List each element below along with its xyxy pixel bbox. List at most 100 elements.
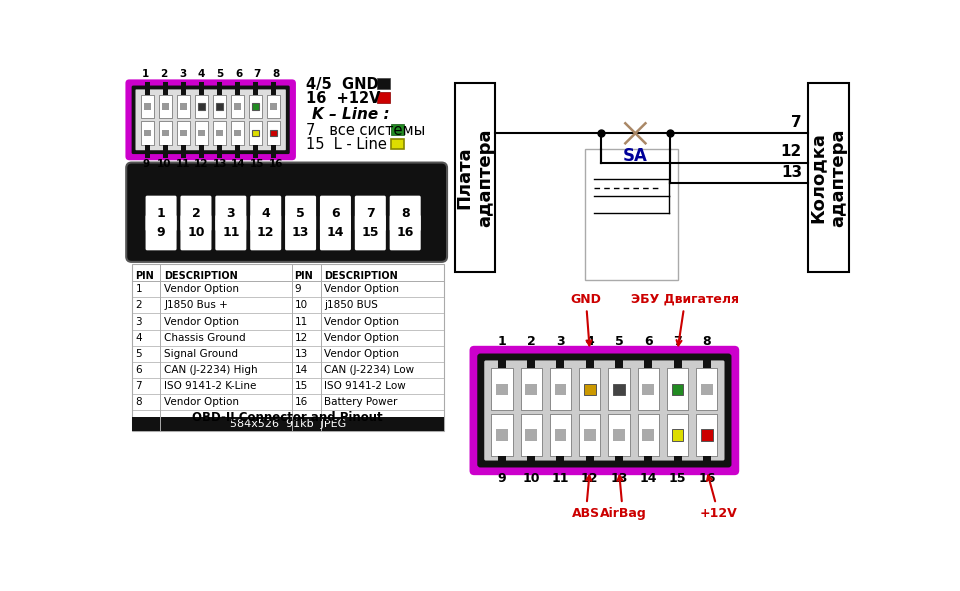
Text: 9: 9 — [295, 284, 301, 294]
Text: 2: 2 — [527, 335, 536, 348]
Text: 16  +12V: 16 +12V — [306, 91, 380, 106]
Bar — [525, 429, 537, 440]
FancyBboxPatch shape — [180, 215, 211, 251]
Text: 8: 8 — [272, 69, 279, 79]
Text: 10: 10 — [187, 226, 204, 239]
Text: 13: 13 — [780, 165, 802, 180]
Bar — [496, 429, 508, 440]
Bar — [667, 414, 688, 456]
Bar — [252, 103, 259, 110]
FancyBboxPatch shape — [285, 196, 316, 231]
Bar — [234, 129, 241, 137]
Bar — [231, 95, 244, 118]
Bar — [162, 129, 169, 137]
Bar — [672, 384, 684, 395]
Bar — [235, 145, 240, 158]
Bar — [181, 82, 186, 95]
Text: 8: 8 — [401, 207, 410, 220]
Text: DESCRIPTION: DESCRIPTION — [324, 271, 397, 281]
Bar — [253, 82, 258, 95]
Bar — [217, 145, 222, 158]
FancyBboxPatch shape — [251, 215, 281, 251]
Text: 6: 6 — [331, 207, 340, 220]
Bar — [377, 92, 390, 103]
Text: 16: 16 — [396, 226, 414, 239]
FancyBboxPatch shape — [320, 196, 351, 231]
FancyBboxPatch shape — [390, 196, 420, 231]
Bar — [144, 129, 151, 137]
Bar — [162, 103, 169, 110]
Text: Vendor Option: Vendor Option — [164, 317, 239, 327]
Bar — [525, 384, 537, 395]
Bar — [198, 129, 205, 137]
Bar — [250, 95, 262, 118]
Bar — [195, 121, 208, 145]
FancyBboxPatch shape — [251, 196, 281, 231]
Text: DESCRIPTION: DESCRIPTION — [164, 271, 238, 281]
Text: 5: 5 — [614, 335, 623, 348]
Bar — [584, 429, 595, 440]
Text: Battery Power: Battery Power — [324, 397, 397, 407]
FancyBboxPatch shape — [146, 215, 177, 251]
Text: 8: 8 — [703, 335, 711, 348]
Bar — [145, 145, 150, 158]
Bar — [198, 103, 205, 110]
Text: 15: 15 — [362, 226, 379, 239]
Bar — [271, 103, 277, 110]
FancyBboxPatch shape — [355, 215, 386, 251]
Text: PIN: PIN — [135, 271, 155, 281]
Text: 16: 16 — [698, 472, 715, 485]
Bar — [271, 129, 277, 137]
Text: 3: 3 — [180, 69, 186, 79]
FancyBboxPatch shape — [135, 89, 286, 150]
Text: ABS: ABS — [572, 476, 600, 519]
Bar — [181, 145, 186, 158]
Text: Vendor Option: Vendor Option — [324, 333, 398, 343]
Text: 7: 7 — [791, 115, 802, 130]
Text: 12: 12 — [581, 472, 598, 485]
Bar — [272, 82, 276, 95]
Text: K – Line :: K – Line : — [312, 108, 390, 122]
Bar — [392, 139, 403, 150]
Text: 4: 4 — [135, 333, 142, 343]
Bar — [674, 456, 682, 465]
Text: 11: 11 — [176, 160, 190, 170]
Text: 14: 14 — [231, 160, 246, 170]
Bar — [163, 82, 168, 95]
Text: 15: 15 — [669, 472, 686, 485]
Text: ЭБУ Двигателя: ЭБУ Двигателя — [632, 293, 739, 345]
Text: 4/5  GND: 4/5 GND — [306, 76, 378, 92]
Bar — [557, 456, 564, 465]
FancyBboxPatch shape — [477, 353, 732, 467]
Text: Vendor Option: Vendor Option — [324, 317, 398, 327]
Text: 9: 9 — [497, 472, 506, 485]
Text: 9: 9 — [156, 226, 165, 239]
Text: 7: 7 — [135, 381, 142, 391]
Text: 6: 6 — [235, 69, 242, 79]
Text: 1: 1 — [142, 69, 149, 79]
Text: 4: 4 — [198, 69, 205, 79]
FancyBboxPatch shape — [132, 86, 290, 154]
Text: 14: 14 — [639, 472, 657, 485]
Bar — [674, 359, 682, 368]
Text: 7: 7 — [366, 207, 374, 220]
Text: 16: 16 — [269, 160, 283, 170]
FancyBboxPatch shape — [215, 215, 247, 251]
Bar — [199, 145, 204, 158]
Bar — [455, 83, 495, 272]
Bar — [584, 384, 595, 395]
Text: 3: 3 — [556, 335, 564, 348]
Bar — [609, 368, 630, 411]
Bar — [550, 368, 571, 411]
Text: 3: 3 — [135, 317, 142, 327]
Text: Колодка
адаптера: Колодка адаптера — [809, 128, 848, 227]
Text: 5: 5 — [135, 349, 142, 359]
Bar — [703, 359, 710, 368]
Text: Vendor Option: Vendor Option — [164, 397, 239, 407]
Text: GND: GND — [570, 293, 601, 345]
Bar — [178, 121, 190, 145]
Bar — [557, 359, 564, 368]
FancyBboxPatch shape — [484, 361, 725, 460]
Bar — [216, 129, 223, 137]
Text: 4: 4 — [586, 335, 594, 348]
